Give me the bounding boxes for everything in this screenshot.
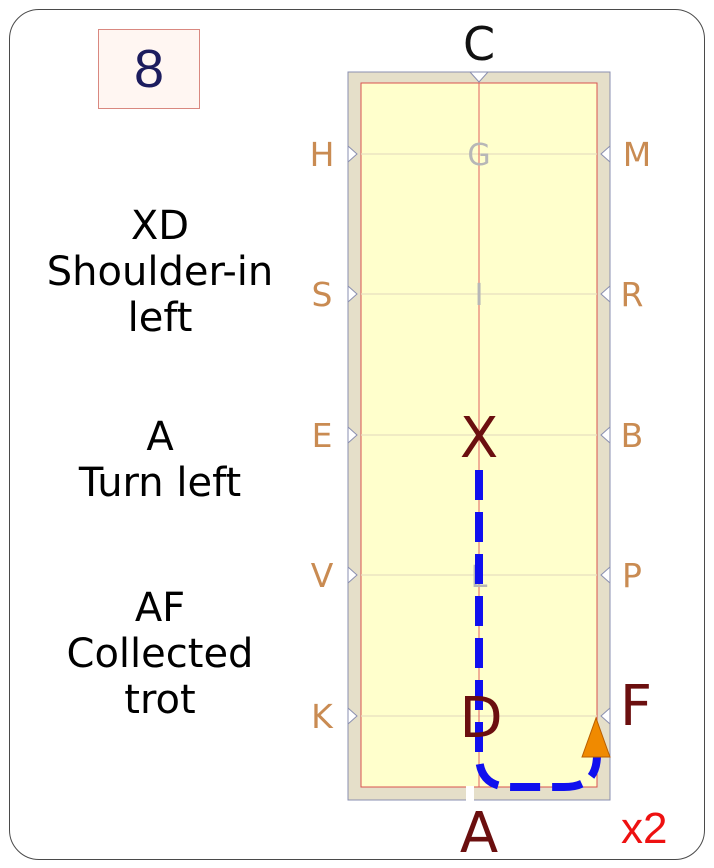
letter-d: D	[459, 686, 502, 751]
letter-c: C	[463, 17, 495, 71]
letter-e: E	[312, 416, 333, 455]
c-notch	[468, 71, 490, 83]
letter-a: A	[460, 801, 498, 866]
side-notches	[347, 144, 611, 726]
letter-i: I	[475, 278, 484, 313]
letter-x: X	[460, 406, 498, 471]
step-number: 8	[98, 29, 200, 109]
instruction-line: left	[127, 295, 193, 341]
repeat-count: x2	[621, 804, 668, 853]
instruction-line: AF	[134, 585, 186, 631]
letter-h: H	[310, 135, 335, 174]
entry-gap	[466, 786, 474, 802]
letter-b: B	[621, 416, 644, 455]
instruction-line: Shoulder-in	[46, 249, 274, 295]
instruction-line: trot	[124, 677, 196, 723]
route-path	[475, 470, 601, 791]
letter-v: V	[311, 556, 334, 595]
instruction-a: A Turn left	[10, 414, 310, 506]
instruction-line: A	[146, 414, 174, 460]
letter-k: K	[311, 697, 334, 736]
letter-s: S	[312, 275, 333, 314]
instruction-line: Collected	[66, 631, 254, 677]
direction-arrow-icon	[581, 716, 611, 758]
instruction-line: Turn left	[78, 460, 242, 506]
instruction-af: AF Collected trot	[10, 585, 310, 723]
letter-m: M	[623, 135, 651, 174]
letter-g: G	[467, 138, 490, 173]
letter-f: F	[620, 674, 652, 739]
instruction-xd: XD Shoulder-in left	[10, 203, 310, 341]
letter-p: P	[622, 556, 642, 595]
instruction-line: XD	[130, 203, 190, 249]
letter-r: R	[621, 275, 644, 314]
